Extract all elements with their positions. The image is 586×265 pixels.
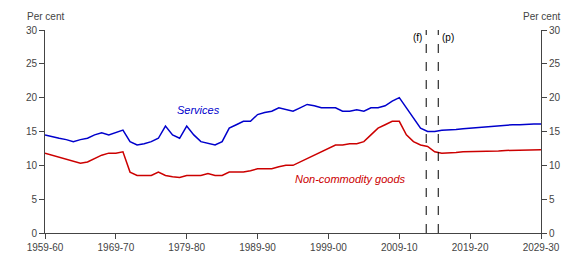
- svg-text:Per cent: Per cent: [523, 11, 560, 22]
- svg-text:1979-80: 1979-80: [168, 242, 205, 253]
- svg-text:Non-commodity goods: Non-commodity goods: [295, 173, 406, 185]
- svg-text:2009-10: 2009-10: [381, 242, 418, 253]
- svg-text:Per cent: Per cent: [27, 11, 64, 22]
- svg-text:30: 30: [549, 25, 561, 36]
- svg-text:1959-60: 1959-60: [27, 242, 64, 253]
- svg-text:20: 20: [549, 92, 561, 103]
- svg-text:0: 0: [549, 228, 555, 239]
- svg-text:1969-70: 1969-70: [98, 242, 135, 253]
- svg-text:10: 10: [549, 160, 561, 171]
- svg-text:1989-90: 1989-90: [239, 242, 276, 253]
- svg-text:15: 15: [26, 126, 38, 137]
- svg-text:Services: Services: [177, 104, 220, 116]
- svg-text:1999-00: 1999-00: [310, 242, 347, 253]
- svg-text:0: 0: [31, 228, 37, 239]
- svg-text:(p): (p): [442, 32, 454, 43]
- svg-text:2029-30: 2029-30: [523, 242, 560, 253]
- svg-text:25: 25: [26, 58, 38, 69]
- svg-text:2019-20: 2019-20: [452, 242, 489, 253]
- svg-text:(f): (f): [413, 32, 422, 43]
- svg-text:5: 5: [31, 194, 37, 205]
- svg-text:20: 20: [26, 92, 38, 103]
- svg-text:30: 30: [26, 25, 38, 36]
- svg-text:25: 25: [549, 58, 561, 69]
- svg-text:5: 5: [549, 194, 555, 205]
- svg-text:15: 15: [549, 126, 561, 137]
- svg-text:10: 10: [26, 160, 38, 171]
